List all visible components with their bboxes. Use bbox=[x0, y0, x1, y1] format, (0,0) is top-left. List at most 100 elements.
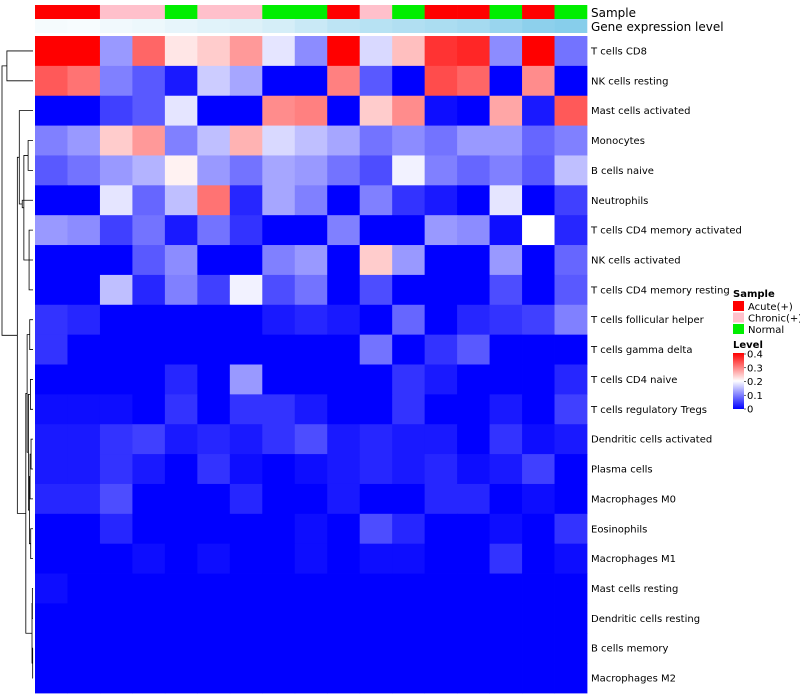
heatmap-cell bbox=[164, 454, 198, 485]
heatmap-cell bbox=[262, 543, 296, 574]
heatmap-cell bbox=[132, 215, 166, 246]
heatmap-cell bbox=[457, 364, 490, 395]
heatmap-cell bbox=[229, 215, 263, 246]
heatmap-cell bbox=[132, 364, 166, 395]
sample-annotation-cell bbox=[294, 5, 328, 19]
heatmap-cell bbox=[392, 633, 426, 664]
heatmap-cell bbox=[327, 155, 361, 186]
heatmap-cell bbox=[132, 245, 166, 276]
heatmap-cell bbox=[424, 573, 458, 604]
row-label: T cells gamma delta bbox=[590, 345, 692, 356]
heatmap-cell bbox=[197, 543, 231, 574]
heatmap-cell bbox=[392, 274, 426, 306]
heatmap-cell bbox=[132, 274, 166, 306]
heatmap-cell bbox=[489, 274, 523, 306]
heatmap-cell bbox=[522, 633, 555, 664]
heatmap-cell bbox=[164, 334, 198, 365]
heatmap-cell bbox=[489, 334, 523, 365]
dendrogram-branch bbox=[25, 393, 33, 634]
heatmap-cell bbox=[197, 424, 231, 455]
heatmap-cell bbox=[522, 483, 555, 515]
row-label: T cells CD8 bbox=[590, 46, 647, 57]
heatmap-cell bbox=[392, 424, 426, 455]
heatmap-cell bbox=[457, 274, 490, 306]
row-label: Plasma cells bbox=[591, 465, 653, 476]
expression-annotation-cell bbox=[457, 19, 490, 33]
heatmap-cell bbox=[262, 95, 296, 126]
heatmap-cell bbox=[229, 573, 263, 604]
heatmap-cell bbox=[424, 274, 458, 306]
heatmap-cell bbox=[359, 633, 393, 664]
heatmap-cell bbox=[294, 364, 328, 395]
heatmap-cell bbox=[99, 543, 133, 574]
expression-annotation-cell bbox=[554, 19, 588, 33]
heatmap-cell bbox=[457, 215, 490, 246]
heatmap-cell bbox=[164, 215, 198, 246]
heatmap-cell bbox=[262, 513, 296, 545]
heatmap-cell bbox=[294, 513, 328, 545]
heatmap-cell bbox=[294, 155, 328, 186]
expression-annotation-cell bbox=[262, 19, 296, 33]
heatmap-cell bbox=[489, 394, 523, 425]
expression-annotation-cell bbox=[35, 19, 68, 33]
heatmap-cell bbox=[489, 603, 523, 634]
heatmap-cell bbox=[489, 215, 523, 246]
heatmap-cell bbox=[554, 304, 588, 336]
heatmap-cell bbox=[67, 125, 101, 156]
heatmap-cell bbox=[489, 424, 523, 455]
sample-annotation-cell bbox=[67, 5, 101, 19]
heatmap-cell bbox=[359, 36, 393, 67]
heatmap-cell bbox=[262, 573, 296, 604]
heatmap-cell bbox=[164, 125, 198, 156]
heatmap-cell bbox=[67, 245, 101, 276]
heatmap-cell bbox=[294, 394, 328, 425]
heatmap-cell bbox=[522, 334, 555, 365]
heatmap-cell bbox=[197, 36, 231, 67]
heatmap-cell bbox=[132, 95, 166, 126]
heatmap-cell bbox=[424, 424, 458, 455]
heatmap-cell bbox=[164, 65, 198, 97]
heatmap-cell bbox=[197, 125, 231, 156]
sample-annotation-cell bbox=[554, 5, 588, 19]
row-label: Monocytes bbox=[591, 136, 645, 147]
heatmap-cell bbox=[392, 454, 426, 485]
heatmap-cell bbox=[327, 215, 361, 246]
legend-swatch bbox=[733, 324, 744, 334]
heatmap-cell bbox=[522, 125, 555, 156]
heatmap-cell bbox=[229, 513, 263, 545]
sample-annotation-cell bbox=[262, 5, 296, 19]
heatmap-cell bbox=[229, 65, 263, 97]
column-annotations bbox=[35, 5, 588, 33]
heatmap-cell bbox=[327, 603, 361, 634]
heatmap-cell bbox=[262, 215, 296, 246]
heatmap-cell bbox=[262, 274, 296, 306]
expression-annotation-cell bbox=[359, 19, 393, 33]
heatmap-cell bbox=[229, 454, 263, 485]
heatmap-cell bbox=[424, 364, 458, 395]
legend-tick-label: 0.3 bbox=[747, 363, 763, 374]
heatmap-cell bbox=[424, 65, 458, 97]
heatmap-cell bbox=[229, 394, 263, 425]
heatmap-cell bbox=[35, 65, 68, 97]
heatmap-cell bbox=[424, 663, 458, 694]
heatmap-cell bbox=[359, 334, 393, 365]
heatmap-cell bbox=[457, 513, 490, 545]
heatmap-cell bbox=[67, 394, 101, 425]
heatmap-cell bbox=[229, 364, 263, 395]
heatmap-cell bbox=[67, 65, 101, 97]
heatmap-cell bbox=[164, 424, 198, 455]
sample-annotation-cell bbox=[489, 5, 523, 19]
heatmap-cell bbox=[132, 125, 166, 156]
heatmap-cell bbox=[424, 603, 458, 634]
annotation-label-sample: Sample bbox=[591, 6, 636, 20]
heatmap-cell bbox=[67, 483, 101, 515]
heatmap-cell bbox=[359, 125, 393, 156]
heatmap-cell bbox=[99, 364, 133, 395]
heatmap-cell bbox=[67, 603, 101, 634]
heatmap-cell bbox=[294, 185, 328, 216]
row-dendrogram bbox=[1, 50, 34, 679]
heatmap-cell bbox=[457, 95, 490, 126]
dendrogram-branch bbox=[23, 155, 29, 261]
heatmap-cell bbox=[457, 543, 490, 574]
heatmap-cell bbox=[327, 394, 361, 425]
